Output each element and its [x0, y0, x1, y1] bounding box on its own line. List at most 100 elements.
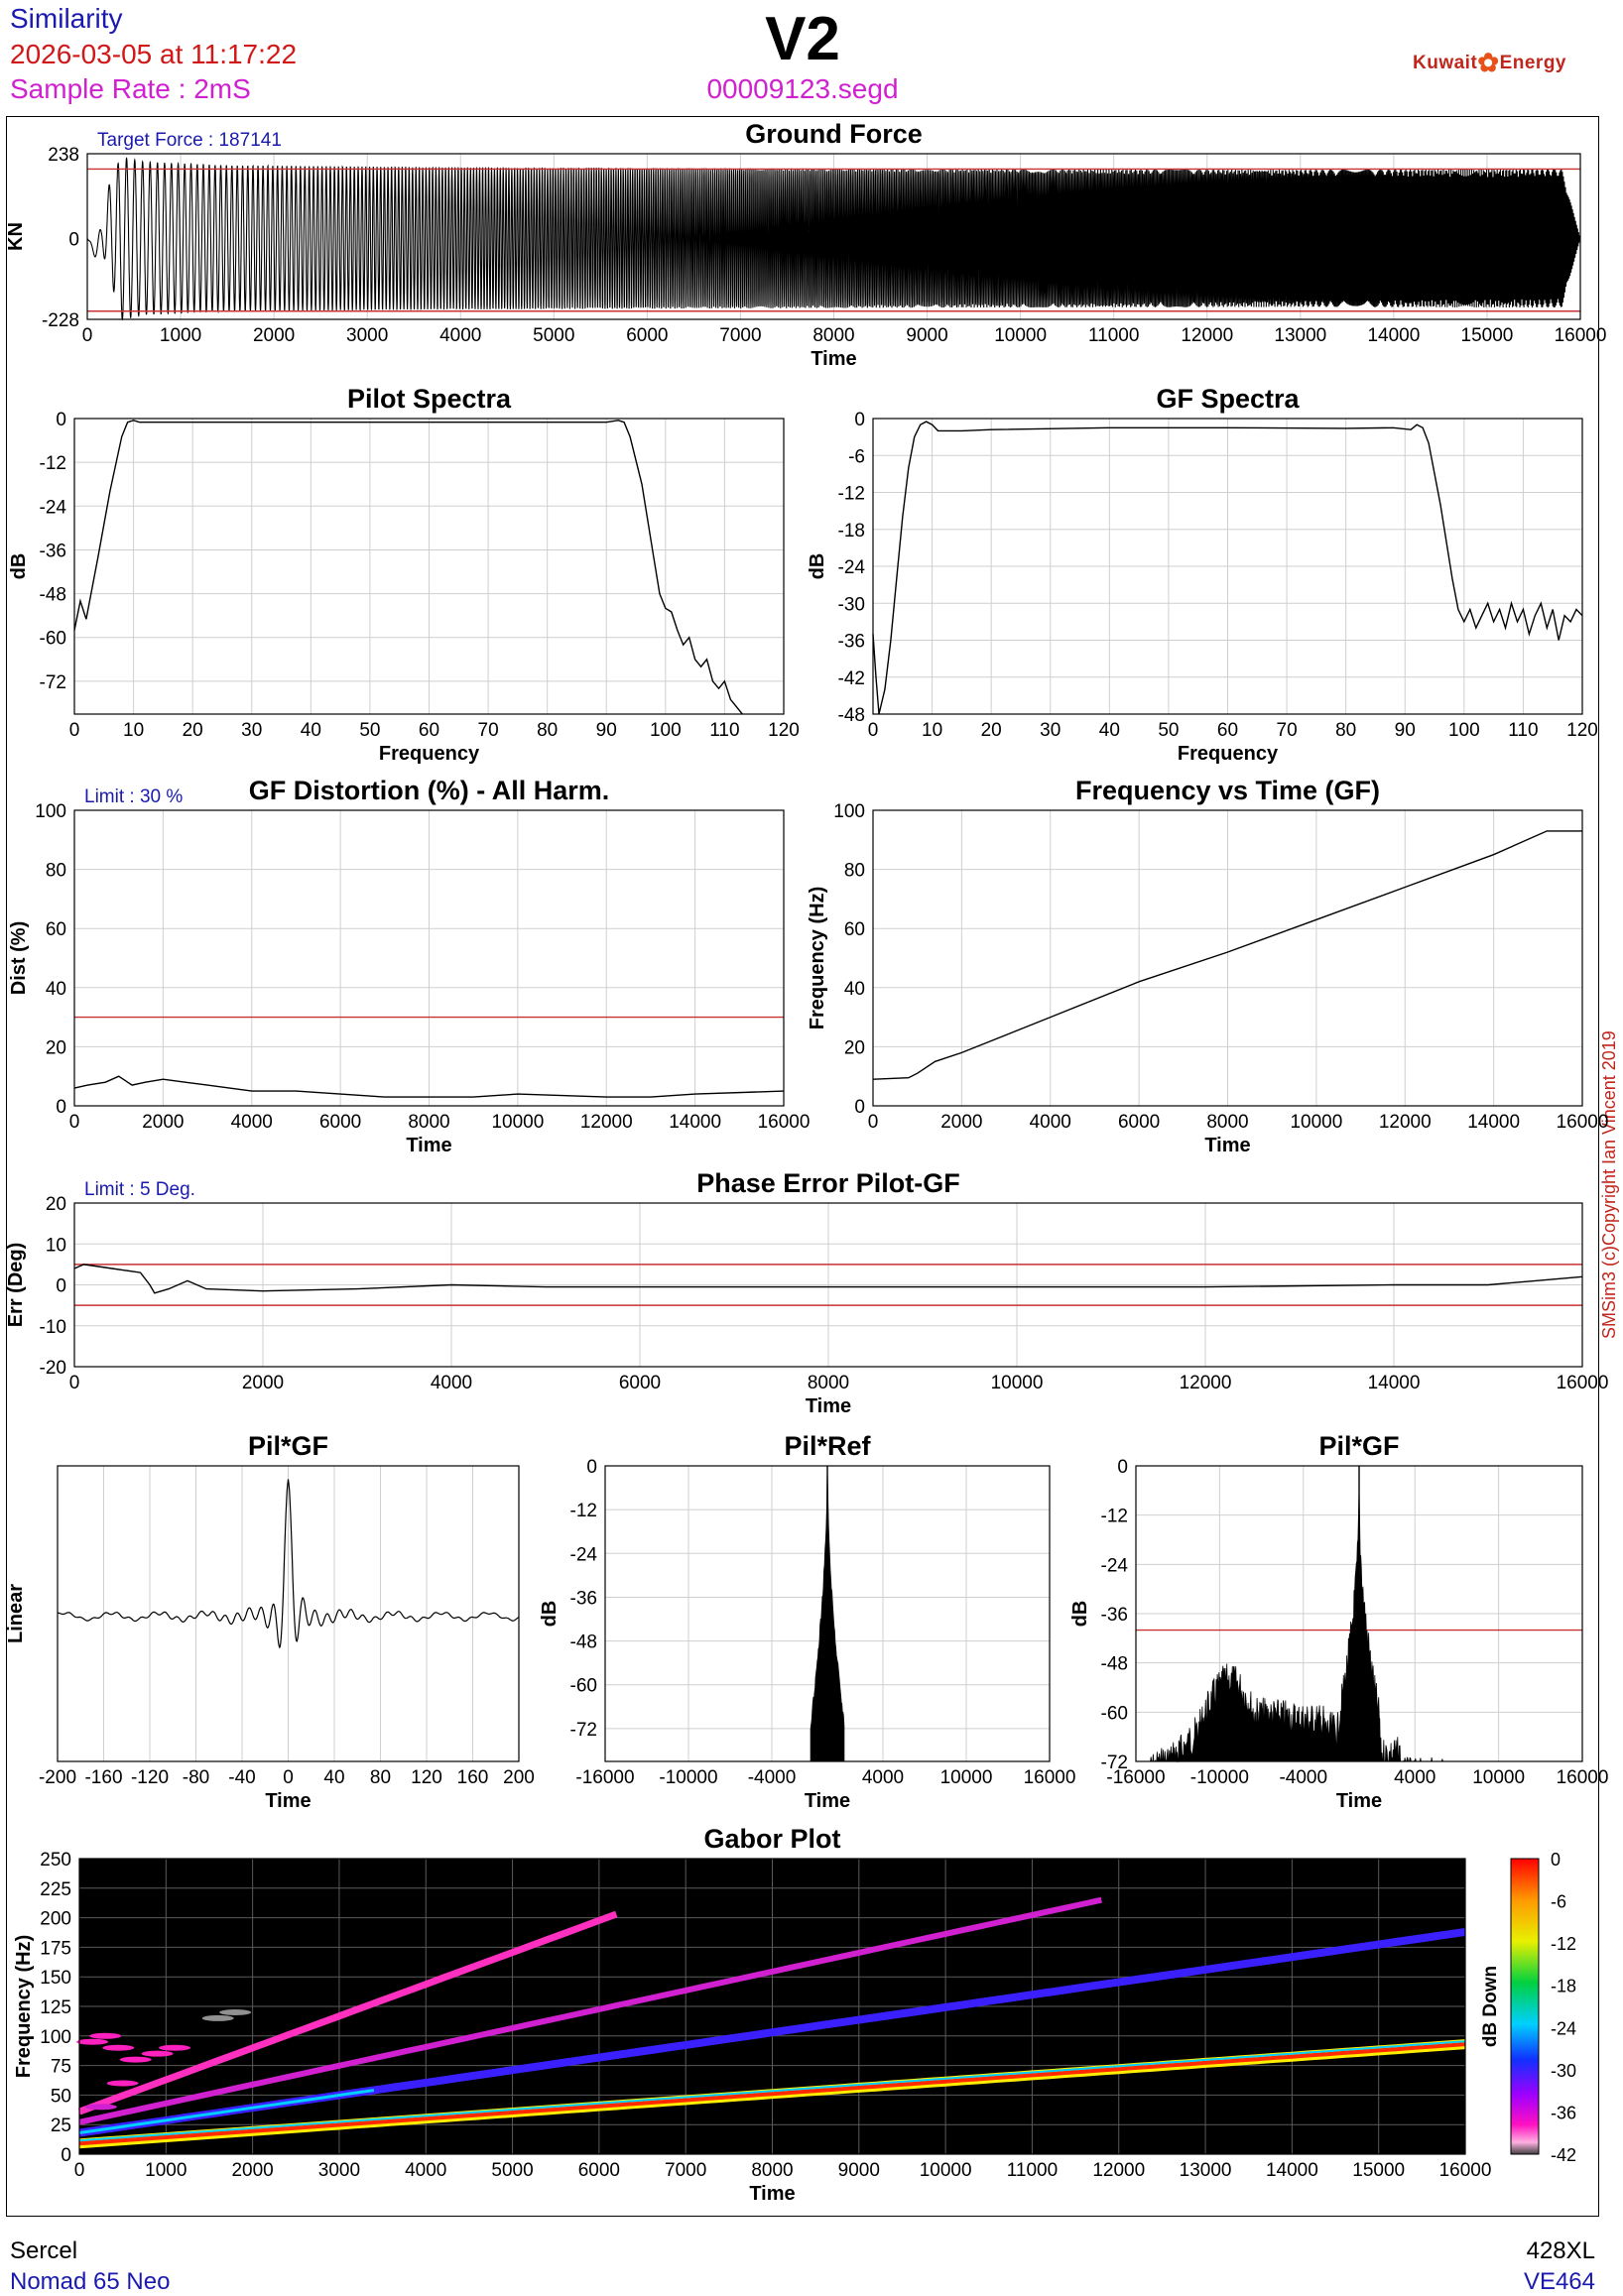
- x-tick-label: 120: [1566, 720, 1598, 741]
- x-tick-label: 30: [241, 720, 262, 741]
- x-tick-label: 8000: [751, 2160, 793, 2181]
- gabor-speckle: [219, 2009, 251, 2015]
- x-tick-label: 40: [323, 1767, 344, 1788]
- y-tick-label: 0: [56, 410, 66, 430]
- y-tick-label: 238: [48, 145, 79, 166]
- y-axis-label: Err (Deg): [5, 1243, 27, 1328]
- x-tick-label: 120: [411, 1767, 442, 1788]
- x-tick-label: 0: [283, 1767, 294, 1788]
- x-tick-label: 6000: [619, 1373, 661, 1393]
- y-tick-label: -24: [570, 1544, 598, 1565]
- x-tick-label: 8000: [808, 1373, 849, 1393]
- y-tick-label: 225: [40, 1879, 71, 1900]
- x-tick-label: 16000: [1555, 325, 1607, 346]
- chart-pil-ref: -16000 -10000 -4000 4000 10000 160000-12-24-3…: [539, 1431, 1075, 1812]
- x-tick-label: 0: [868, 720, 879, 741]
- x-tick-label: 6000: [626, 325, 668, 346]
- x-tick-label: 160: [457, 1767, 489, 1788]
- chart-title: GF Distortion (%) - All Harm.: [249, 776, 610, 805]
- x-tick-label: 0: [82, 325, 93, 346]
- y-axis-label: KN: [5, 222, 27, 251]
- x-tick-label: 50: [359, 720, 380, 741]
- y-axis-label: dB: [1069, 1601, 1091, 1628]
- chart-title: Pil*GF: [1318, 1431, 1399, 1461]
- x-tick-label: 9000: [906, 325, 947, 346]
- y-tick-label: -18: [838, 521, 865, 542]
- chart-title: Phase Error Pilot-GF: [696, 1168, 960, 1198]
- x-tick-label: -80: [183, 1767, 209, 1788]
- y-tick-label: -24: [838, 557, 866, 578]
- x-tick-label: 10000: [491, 1112, 544, 1133]
- chart-title: Ground Force: [745, 119, 923, 149]
- colorbar-tick-label: -6: [1551, 1892, 1566, 1912]
- x-tick-label: 12000: [1180, 1373, 1232, 1393]
- x-tick-label: 4000: [1030, 1112, 1071, 1133]
- y-axis-label: Frequency (Hz): [807, 887, 828, 1029]
- x-tick-label: 5000: [533, 325, 574, 346]
- y-tick-label: 20: [844, 1037, 865, 1058]
- x-tick-label: 16000: [1557, 1767, 1609, 1788]
- limit-annotation: Limit : 30 %: [84, 786, 183, 807]
- y-tick-label: 0: [854, 410, 865, 430]
- x-tick-label: 2000: [142, 1112, 184, 1133]
- y-tick-label: -24: [1101, 1555, 1129, 1576]
- y-tick-label: -72: [570, 1720, 597, 1741]
- y-tick-label: -6: [848, 446, 865, 467]
- y-tick-label: 20: [46, 1037, 66, 1058]
- x-tick-label: 14000: [1367, 325, 1420, 346]
- x-tick-label: 12000: [1092, 2160, 1145, 2181]
- x-tick-label: 12000: [1181, 325, 1233, 346]
- x-tick-label: 60: [1217, 720, 1238, 741]
- x-tick-label: -4000: [748, 1767, 797, 1788]
- x-tick-label: 4000: [405, 2160, 446, 2181]
- x-tick-label: 10000: [940, 1767, 993, 1788]
- x-tick-label: 60: [419, 720, 439, 741]
- x-tick-label: 7000: [719, 325, 761, 346]
- x-tick-label: 16000: [1439, 2160, 1492, 2181]
- x-tick-label: 0: [69, 1373, 80, 1393]
- x-axis-label: Time: [1336, 1790, 1382, 1812]
- y-tick-label: 100: [833, 801, 865, 822]
- x-tick-label: 4000: [439, 325, 481, 346]
- x-axis-label: Time: [805, 1790, 850, 1812]
- limit-annotation: Target Force : 187141: [97, 130, 282, 151]
- colorbar-tick-label: -42: [1551, 2145, 1576, 2165]
- y-tick-label: 60: [46, 919, 66, 940]
- colorbar-tick-label: -12: [1551, 1934, 1576, 1954]
- x-tick-label: 15000: [1352, 2160, 1405, 2181]
- x-tick-label: -160: [84, 1767, 122, 1788]
- y-tick-label: 40: [844, 979, 865, 1000]
- y-tick-label: -36: [40, 541, 66, 561]
- gabor-speckle: [202, 2015, 234, 2021]
- x-tick-label: 15000: [1461, 325, 1514, 346]
- chart-title: Pil*GF: [248, 1431, 328, 1461]
- y-axis-label: Dist (%): [8, 921, 30, 995]
- y-tick-label: -72: [40, 672, 66, 693]
- x-tick-label: 2000: [253, 325, 295, 346]
- gabor-speckle: [142, 2051, 174, 2057]
- chart-gabor: 0 1000 2000 3000 4000 5000 6000 7000 8000 9000 100…: [13, 1824, 1576, 2205]
- x-tick-label: -16000: [575, 1767, 634, 1788]
- x-tick-label: 12000: [1379, 1112, 1432, 1133]
- x-tick-label: 90: [1395, 720, 1416, 741]
- chart-pil-gf-linear: -200 -160 -120 -80 -40 0 40 80 120 160 200Pil*GFTi…: [5, 1431, 535, 1812]
- x-tick-label: 2000: [940, 1112, 982, 1133]
- y-tick-label: -36: [570, 1588, 597, 1609]
- x-tick-label: 16000: [1557, 1112, 1609, 1133]
- x-tick-label: 0: [69, 720, 80, 741]
- x-tick-label: 0: [74, 2160, 85, 2181]
- x-tick-label: 4000: [1394, 1767, 1436, 1788]
- y-tick-label: -36: [838, 632, 865, 653]
- x-tick-label: 10000: [994, 325, 1047, 346]
- x-tick-label: 100: [1448, 720, 1480, 741]
- x-axis-label: Time: [265, 1790, 311, 1812]
- x-tick-label: 10000: [1472, 1767, 1525, 1788]
- x-tick-label: 16000: [1024, 1767, 1076, 1788]
- y-tick-label: 20: [46, 1194, 66, 1215]
- x-tick-label: 40: [301, 720, 321, 741]
- x-tick-label: 70: [1277, 720, 1298, 741]
- y-tick-label: 0: [586, 1457, 597, 1478]
- x-tick-label: 7000: [665, 2160, 706, 2181]
- y-tick-label: -30: [838, 594, 865, 615]
